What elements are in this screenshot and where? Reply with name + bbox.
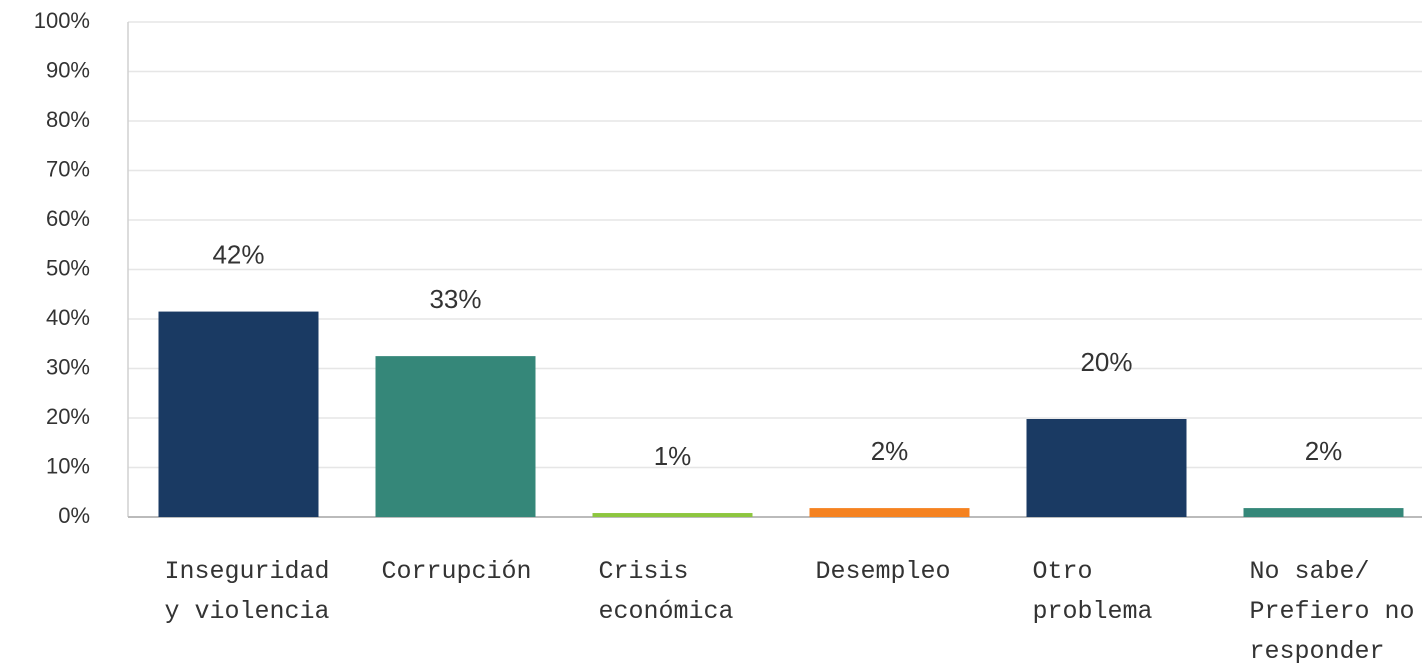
- y-tick-label: 10%: [46, 453, 90, 478]
- bar: [159, 312, 319, 517]
- bar: [376, 356, 536, 517]
- bar: [810, 508, 970, 517]
- x-tick-label: Desempleo: [816, 552, 994, 592]
- bar: [1244, 508, 1404, 517]
- y-tick-label: 70%: [46, 156, 90, 181]
- x-tick-label: Corrupción: [382, 552, 560, 592]
- data-label: 20%: [1080, 347, 1132, 377]
- y-tick-label: 0%: [58, 503, 90, 528]
- data-label: 1%: [654, 441, 692, 471]
- y-tick-label: 20%: [46, 404, 90, 429]
- x-tick-label: Otro problema: [1033, 552, 1211, 632]
- x-tick-label: Inseguridad y violencia: [165, 552, 343, 632]
- data-label: 33%: [429, 284, 481, 314]
- y-tick-label: 60%: [46, 206, 90, 231]
- y-tick-label: 50%: [46, 255, 90, 280]
- y-tick-label: 90%: [46, 57, 90, 82]
- y-tick-label: 30%: [46, 354, 90, 379]
- y-tick-label: 40%: [46, 305, 90, 330]
- data-label: 42%: [212, 239, 264, 269]
- x-tick-label: No sabe/ Prefiero no responder: [1250, 552, 1422, 672]
- data-label: 2%: [871, 436, 909, 466]
- y-tick-label: 100%: [34, 8, 90, 33]
- bar: [593, 513, 753, 517]
- data-label: 2%: [1305, 436, 1343, 466]
- x-tick-label: Crisis económica: [599, 552, 777, 632]
- bar: [1027, 419, 1187, 517]
- y-tick-label: 80%: [46, 107, 90, 132]
